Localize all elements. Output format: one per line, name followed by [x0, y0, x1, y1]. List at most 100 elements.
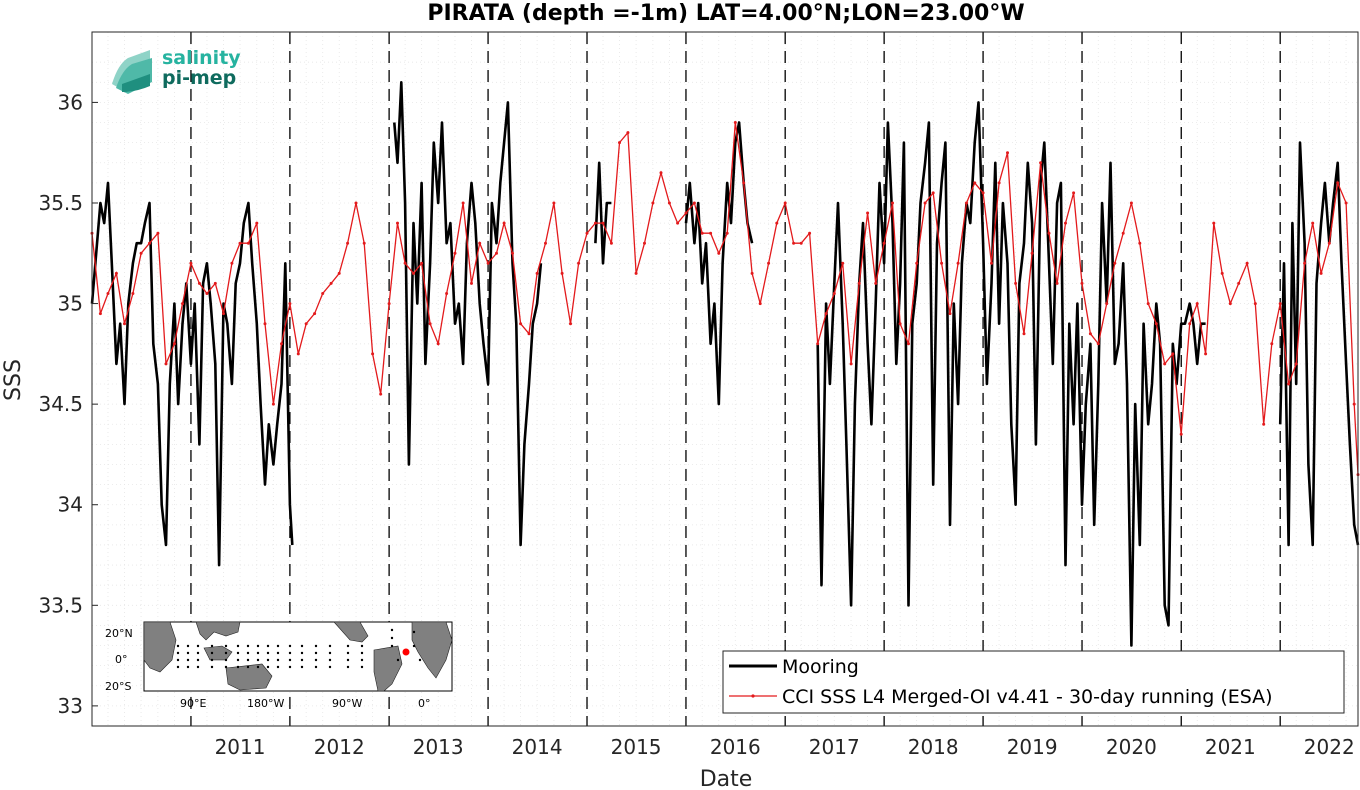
- buoy-dot: [300, 644, 304, 648]
- cci-point: [1212, 221, 1216, 225]
- cci-point: [502, 221, 506, 225]
- buoy-dot: [390, 628, 394, 632]
- cci-point: [767, 261, 771, 265]
- cci-point: [511, 251, 514, 255]
- cci-point: [1163, 362, 1167, 366]
- cci-point: [1352, 402, 1356, 406]
- logo-waves-icon: [112, 50, 152, 94]
- cci-point: [527, 332, 531, 336]
- cci-point: [1055, 281, 1059, 285]
- buoy-dot: [246, 651, 250, 655]
- cci-point: [1327, 241, 1331, 245]
- map-frame: [143, 621, 453, 692]
- cci-point: [1278, 302, 1282, 306]
- cci-point: [1154, 322, 1158, 326]
- cci-point: [98, 312, 102, 316]
- buoy-dot: [224, 644, 228, 648]
- cci-point: [205, 292, 209, 295]
- map-lon-0: 0°: [418, 697, 431, 710]
- series-layer: [90, 81, 1360, 647]
- buoy-dot: [346, 658, 350, 662]
- mooring-series-line: [90, 181, 294, 567]
- buoy-array: [176, 628, 422, 669]
- cci-point: [535, 271, 539, 275]
- cci-point: [213, 281, 217, 285]
- buoy-dot: [276, 644, 280, 648]
- buoy-dot: [224, 658, 228, 662]
- buoy-dot: [412, 644, 416, 648]
- buoy-dot: [266, 644, 270, 648]
- buoy-dot: [360, 665, 364, 669]
- buoy-dot: [328, 651, 332, 655]
- logo-line1: salinity: [162, 47, 241, 69]
- x-tick-label: 2013: [413, 735, 464, 759]
- cci-point: [1204, 352, 1208, 356]
- cci-point: [238, 241, 242, 245]
- cci-point: [1105, 302, 1109, 306]
- cci-point: [148, 241, 151, 245]
- x-tick-label: 2014: [512, 735, 563, 759]
- cci-point: [973, 181, 977, 185]
- buoy-dot: [256, 665, 260, 669]
- cci-point: [931, 191, 935, 195]
- cci-point: [495, 251, 498, 255]
- cci-point: [577, 261, 581, 265]
- cci-point: [1303, 261, 1307, 265]
- cci-point: [643, 241, 646, 245]
- buoy-dot: [314, 658, 318, 662]
- mooring-location-marker: [402, 648, 410, 656]
- legend: Mooring CCI SSS L4 Merged-OI v4.41 - 30-…: [722, 650, 1345, 714]
- buoy-dot: [266, 651, 270, 655]
- buoy-dot: [346, 644, 350, 648]
- buoy-dot: [328, 665, 332, 669]
- cci-point: [131, 292, 135, 295]
- cci-point: [114, 271, 118, 275]
- x-tick-label: 2011: [215, 735, 266, 759]
- map-lon-90e: 90°E: [180, 697, 206, 710]
- buoy-dot: [328, 644, 332, 648]
- land-masses: [143, 621, 453, 692]
- map-lon-180w: 180°W: [247, 697, 284, 710]
- buoy-dot: [390, 644, 394, 648]
- buoy-dot: [186, 665, 190, 669]
- legend-cci-marker: [751, 694, 755, 698]
- buoy-dot: [196, 658, 200, 662]
- cci-point: [792, 241, 796, 245]
- cci-point: [742, 181, 746, 185]
- buoy-dot: [210, 644, 214, 648]
- cci-point: [907, 342, 910, 346]
- buoy-dot: [300, 665, 304, 669]
- y-tick-label: 33: [58, 694, 83, 718]
- cci-point: [1039, 161, 1043, 165]
- cci-point: [1179, 432, 1183, 436]
- cci-point: [230, 261, 234, 265]
- cci-point: [965, 201, 968, 205]
- cci-point: [304, 322, 308, 326]
- cci-point: [1262, 422, 1266, 426]
- cci-point: [313, 312, 317, 316]
- buoy-dot: [288, 658, 292, 662]
- buoy-dot: [246, 665, 250, 669]
- cci-point: [1121, 231, 1125, 235]
- cci-point: [436, 342, 440, 346]
- cci-point: [1047, 231, 1051, 235]
- cci-point: [296, 352, 300, 356]
- cci-point: [667, 201, 671, 205]
- cci-point: [1270, 342, 1274, 346]
- cci-point: [634, 271, 638, 275]
- y-tick-label: 33.5: [38, 593, 83, 617]
- cci-point: [371, 352, 375, 356]
- cci-point: [725, 231, 729, 235]
- x-tick-label: 2015: [611, 735, 662, 759]
- buoy-dot: [236, 665, 240, 669]
- cci-point: [197, 281, 201, 285]
- cci-point: [700, 231, 704, 235]
- buoy-dot: [256, 658, 260, 662]
- buoy-dot: [266, 658, 270, 662]
- cci-point: [775, 221, 779, 225]
- cci-point: [271, 402, 275, 406]
- cci-point: [403, 261, 407, 265]
- buoy-dot: [210, 651, 214, 655]
- cci-point: [750, 271, 754, 275]
- cci-point: [255, 221, 259, 225]
